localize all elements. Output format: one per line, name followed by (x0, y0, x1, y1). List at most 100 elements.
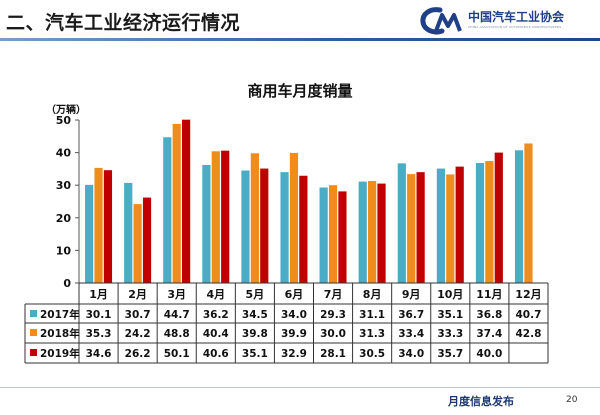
bar (85, 184, 94, 283)
bar (103, 170, 113, 283)
bar (163, 137, 172, 283)
bar (299, 175, 308, 283)
x-tick-label: 6月 (285, 288, 304, 301)
bar (319, 187, 328, 283)
chart-title: 商用车月度销量 (247, 82, 352, 100)
table-cell: 30.1 (86, 309, 112, 321)
x-tick-label: 10月 (437, 288, 463, 301)
y-tick-label: 0 (63, 277, 71, 290)
table-cell: 37.4 (476, 328, 502, 340)
bar (280, 172, 289, 283)
table-cell: 44.7 (164, 309, 190, 321)
table-cell: 48.8 (164, 328, 190, 340)
bar (142, 197, 152, 283)
bar (368, 180, 377, 283)
x-tick-label: 8月 (363, 288, 382, 301)
bar (455, 166, 464, 283)
bar (133, 204, 142, 283)
table-cell: 35.7 (437, 348, 463, 360)
bar (124, 182, 133, 283)
table-cell: 30.5 (359, 348, 385, 360)
y-tick-label: 30 (56, 179, 72, 192)
bar (494, 152, 503, 283)
table-cell: 40.7 (515, 309, 541, 321)
header-divider (0, 38, 600, 41)
table-cell: 34.0 (398, 348, 424, 360)
footer-label: 月度信息发布 (448, 395, 514, 408)
bar (328, 185, 338, 283)
table-cell: 40.0 (476, 348, 502, 360)
table-cell: 35.1 (242, 348, 268, 360)
table-cell: 28.1 (320, 348, 346, 360)
y-tick-label: 20 (56, 212, 72, 225)
x-tick-label: 9月 (402, 288, 421, 301)
bar (260, 168, 269, 283)
legend-swatch (30, 329, 37, 336)
legend-entry: 2019年 (40, 347, 80, 360)
x-tick-label: 12月 (515, 288, 541, 301)
bar (407, 174, 416, 283)
legend-entry: 2018年 (40, 327, 80, 340)
x-tick-label: 3月 (167, 288, 186, 301)
table-cell: 35.1 (437, 309, 463, 321)
table-cell: 40.6 (203, 348, 229, 360)
legend-swatch (30, 349, 37, 356)
x-tick-label: 7月 (324, 288, 343, 301)
logo-name: 中国汽车工业协会 (468, 10, 565, 24)
page-number: 20 (566, 395, 578, 405)
bar (358, 181, 367, 283)
table-cell: 34.0 (281, 309, 307, 321)
legend-entry: 2017年 (40, 308, 80, 321)
table-cell: 30.0 (320, 328, 346, 340)
legend-swatch (30, 310, 37, 317)
table-cell: 34.6 (86, 348, 112, 360)
y-tick-label: 10 (56, 244, 72, 257)
bar (436, 168, 445, 283)
table-cell: 33.4 (398, 328, 424, 340)
table-cell: 34.5 (242, 309, 268, 321)
table-cell: 31.1 (359, 309, 385, 321)
bar (221, 150, 230, 283)
page-title: 二、汽车工业经济运行情况 (6, 12, 241, 34)
table-cell: 35.3 (86, 328, 112, 340)
bar (377, 183, 386, 283)
y-axis: 0 10 20 30 40 50 (56, 114, 80, 290)
x-tick-label: 2月 (128, 288, 147, 301)
bars (85, 119, 533, 283)
bar (397, 163, 406, 283)
x-tick-label: 5月 (246, 288, 265, 301)
table-cell: 33.3 (437, 328, 463, 340)
table-cell: 29.3 (320, 309, 346, 321)
chart: 商用车月度销量 （万辆） 0 10 20 30 40 50 1月 2月 3月 4月 5月 6月 7月 8… (24, 82, 549, 364)
x-tick-label: 11月 (476, 288, 502, 301)
table-cell: 39.8 (242, 328, 268, 340)
table-cell: 42.8 (515, 328, 541, 340)
bar (416, 172, 425, 283)
table-cell: 31.3 (359, 328, 385, 340)
data-table: 1月 2月 3月 4月 5月 6月 7月 8月 9月 10月 11月 12月 2017年 30.1 30.7… (24, 282, 549, 364)
bar (250, 153, 259, 283)
table-cell: 24.2 (125, 328, 151, 340)
bar (446, 174, 455, 283)
caam-logo-icon (420, 7, 462, 35)
table-cell: 39.9 (281, 328, 307, 340)
bar (475, 163, 485, 283)
y-tick-label: 40 (56, 147, 72, 160)
bar (172, 123, 181, 283)
table-cell: 36.2 (203, 309, 229, 321)
table-cell: 30.7 (125, 309, 151, 321)
logo: 中国汽车工业协会 CHINA ASSOCIATION OF AUTOMOBILE… (420, 4, 598, 38)
table-cell: 36.8 (476, 309, 502, 321)
bar (211, 151, 220, 283)
y-axis-label: （万辆） (46, 103, 86, 116)
table-cell: 40.4 (203, 328, 229, 340)
bar (338, 191, 347, 283)
x-tick-label: 1月 (89, 288, 108, 301)
logo-subtitle: CHINA ASSOCIATION OF AUTOMOBILE MANUFACT… (468, 25, 562, 29)
bar (289, 152, 299, 283)
bar (202, 164, 211, 283)
table-cell: 36.7 (398, 309, 424, 321)
table-cell: 50.1 (164, 348, 190, 360)
table-cell: 32.9 (281, 348, 307, 360)
footer-divider (0, 387, 600, 388)
